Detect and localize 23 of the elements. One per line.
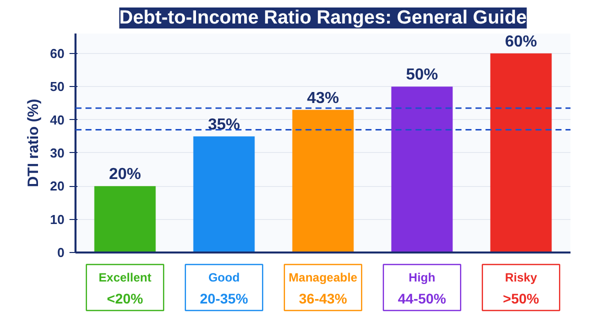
y-tick-label: 0 <box>57 245 65 260</box>
y-tick-label: 60 <box>50 46 65 61</box>
chart-title: Debt-to-Income Ratio Ranges: General Guide <box>119 8 527 28</box>
data-label: 50% <box>406 66 438 84</box>
bar <box>292 110 354 252</box>
category-label: Manageable 36-43% <box>288 270 358 306</box>
y-tick-label: 30 <box>50 145 65 160</box>
y-tick-label: 40 <box>50 112 65 128</box>
category-label: Good 20-35% <box>200 270 248 306</box>
bar <box>391 86 453 252</box>
y-axis-title: DTI ratio (%) <box>25 98 42 188</box>
y-tick-label: 50 <box>50 79 65 94</box>
category-label: Risky >50% <box>502 270 540 306</box>
y-tick-label: 10 <box>50 212 65 227</box>
bar <box>490 53 552 252</box>
data-label: 20% <box>108 166 142 184</box>
data-label: 60% <box>504 33 538 50</box>
category-label: Excellent <20% <box>98 270 152 306</box>
data-label: 43% <box>306 90 340 107</box>
category-label: High 44-50% <box>398 270 446 306</box>
y-tick-label: 20 <box>50 178 65 194</box>
bar <box>193 136 255 252</box>
bar <box>94 186 156 252</box>
